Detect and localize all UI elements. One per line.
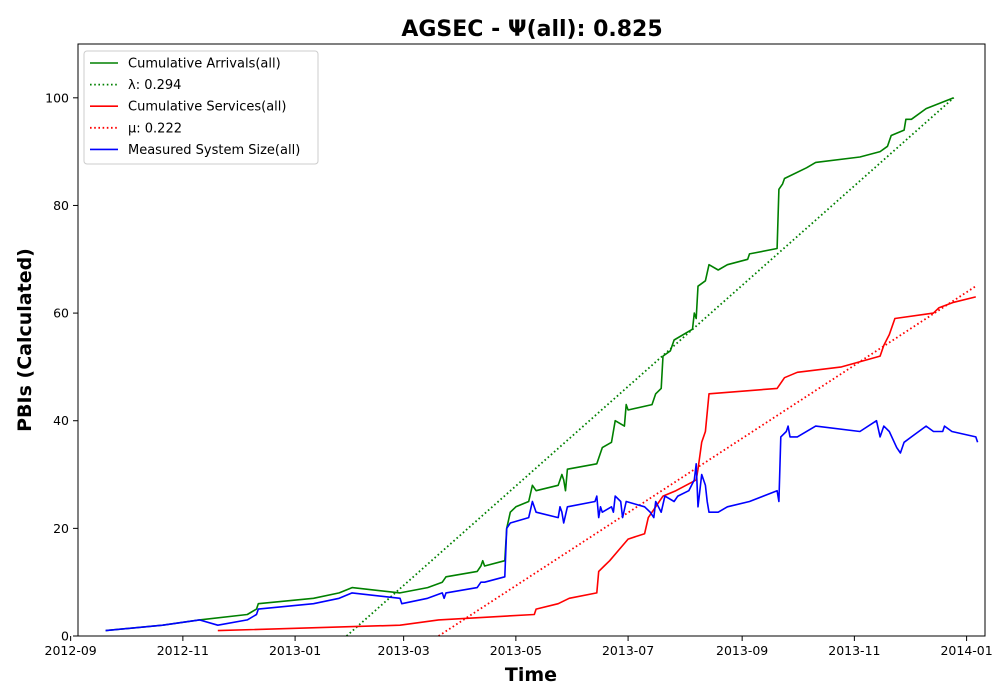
legend-entry-label: Cumulative Services(all) — [128, 100, 286, 115]
x-tick-label: 2013-03 — [378, 643, 430, 658]
x-tick-label: 2012-09 — [45, 643, 97, 658]
y-tick-label: 20 — [53, 521, 69, 536]
legend-entry-label: Cumulative Arrivals(all) — [128, 57, 281, 72]
x-axis-label: Time — [505, 664, 557, 686]
x-tick-label: 2013-09 — [716, 643, 768, 658]
legend-entry-label: Measured System Size(all) — [128, 143, 300, 158]
x-tick-label: 2013-05 — [490, 643, 542, 658]
x-tick-label: 2013-07 — [602, 643, 654, 658]
legend-entry-label: μ: 0.222 — [128, 121, 182, 136]
x-tick-label: 2014-01 — [940, 643, 992, 658]
legend: Cumulative Arrivals(all) λ: 0.294 Cumulati… — [84, 51, 318, 164]
x-tick-label: 2012-11 — [157, 643, 209, 658]
x-tick-label: 2013-01 — [269, 643, 321, 658]
legend-entry-label: λ: 0.294 — [128, 78, 181, 93]
y-tick-label: 40 — [53, 413, 69, 428]
chart-title: AGSEC - Ψ(all): 0.825 — [401, 17, 662, 42]
x-tick-label: 2013-11 — [828, 643, 880, 658]
y-tick-label: 0 — [61, 629, 69, 644]
y-tick-label: 60 — [53, 306, 69, 321]
y-tick-label: 80 — [53, 198, 69, 213]
y-tick-label: 100 — [45, 90, 69, 105]
y-axis-label: PBIs (Calculated) — [14, 248, 36, 432]
